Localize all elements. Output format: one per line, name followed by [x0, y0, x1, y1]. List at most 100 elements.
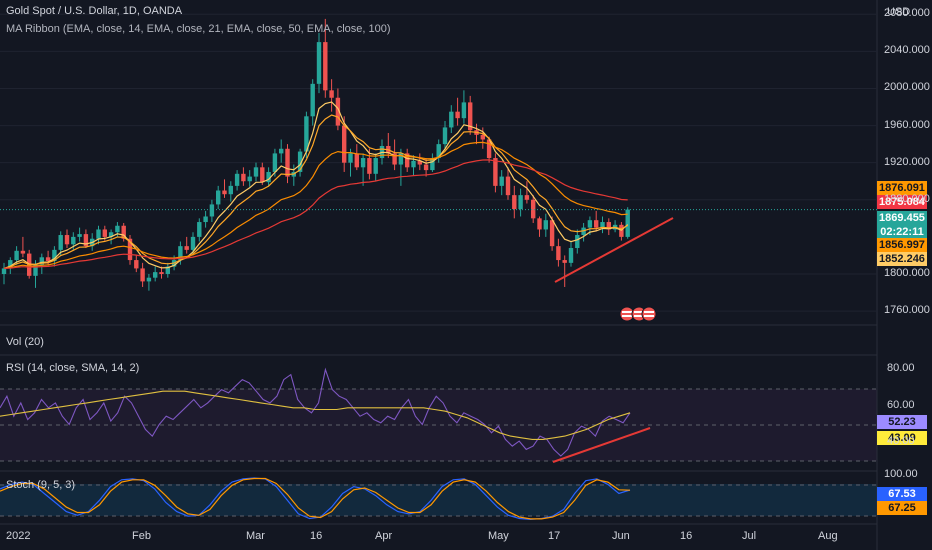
candle-body: [455, 111, 460, 119]
time-tick-label: 16: [680, 530, 693, 542]
candle-body: [360, 158, 366, 168]
ema-line: [3, 159, 628, 269]
candle-body: [228, 185, 233, 195]
candle-body: [304, 116, 309, 152]
candle-body: [619, 224, 624, 237]
us-flag-event-icon: [622, 311, 632, 313]
us-flag-event-icon: [622, 315, 632, 317]
indicator-legend: MA Ribbon (EMA, close, 14, EMA, close, 2…: [6, 23, 391, 35]
candle-body: [436, 144, 441, 159]
candle-body: [209, 204, 215, 217]
candle-body: [518, 195, 523, 210]
ema-line: [3, 141, 628, 269]
rsi-tick-label: 60.00: [887, 399, 915, 411]
rsi-tick-label: 40.00: [887, 435, 915, 447]
stoch-line: [0, 477, 631, 521]
candle-body: [33, 264, 38, 276]
time-tick-label: 2022: [6, 530, 31, 542]
rsi-pane-title: RSI (14, close, SMA, 14, 2): [6, 362, 140, 374]
candle-body: [468, 102, 473, 131]
candle-body: [140, 268, 145, 282]
candle-body: [64, 235, 70, 245]
candle-body: [159, 272, 164, 274]
candle-body: [108, 232, 114, 237]
candle-body: [531, 199, 536, 219]
time-tick-label: Jul: [742, 530, 757, 542]
stk-value-badge: 67.53: [877, 487, 927, 501]
candle-body: [1, 268, 7, 274]
time-tick-label: Jun: [612, 530, 630, 542]
candle-body: [203, 216, 208, 223]
stoch-line: [0, 477, 631, 520]
candle-body: [430, 158, 435, 171]
candle-body: [480, 134, 485, 140]
candle-body: [373, 158, 378, 174]
time-tick-label: Aug: [818, 530, 838, 542]
time-tick-label: May: [488, 530, 509, 542]
candle-body: [625, 209, 630, 237]
candle-body: [127, 238, 133, 261]
candle-body: [537, 218, 542, 230]
candle-body: [367, 158, 372, 174]
support-trendline: [554, 217, 674, 283]
candle-body: [178, 246, 183, 261]
candle-body: [606, 222, 611, 230]
candle-body: [442, 127, 448, 145]
candle-body: [568, 248, 574, 263]
price-tick-label: 1920.000: [884, 155, 930, 168]
candle-body: [499, 176, 504, 186]
std-value-badge: 67.25: [877, 501, 927, 515]
candle-body: [77, 234, 82, 237]
candle-body: [253, 167, 259, 177]
candle-body: [102, 229, 107, 237]
candle-body: [165, 266, 170, 274]
candle-body: [417, 160, 422, 165]
price-value-badge: 1869.455: [877, 211, 927, 225]
candle-body: [247, 176, 252, 182]
candle-body: [348, 153, 353, 163]
candle-body: [266, 171, 271, 183]
candle-body: [449, 111, 454, 128]
candle-body: [134, 260, 139, 269]
candle-body: [486, 139, 492, 159]
candle-body: [405, 153, 410, 168]
candle-body: [524, 195, 530, 200]
candle-body: [549, 220, 555, 247]
candle-body: [316, 42, 322, 84]
candle-body: [594, 220, 599, 228]
candle-body: [423, 164, 429, 171]
candle-body: [398, 153, 404, 165]
candle-body: [153, 272, 158, 278]
candle-body: [562, 260, 567, 263]
candle-body: [493, 158, 498, 186]
rsi-value-badge: 52.23: [877, 415, 927, 429]
candle-body: [14, 250, 19, 261]
ema14-value-badge: 1852.246: [877, 252, 927, 266]
time-tick-label: Apr: [375, 530, 393, 542]
ema-line: [3, 101, 629, 269]
candle-body: [234, 173, 240, 186]
candle-body: [587, 220, 593, 228]
price-tick-label: 1880.000: [884, 192, 930, 205]
candle-body: [96, 229, 101, 239]
candle-body: [39, 257, 44, 265]
candle-body: [197, 222, 202, 237]
candle-body: [543, 220, 548, 230]
candle-body: [297, 151, 303, 172]
rsi-trendline: [552, 427, 651, 463]
candle-body: [146, 277, 152, 282]
candle-body: [45, 257, 51, 261]
candle-body: [272, 153, 278, 172]
rsi-line: [0, 367, 631, 457]
stoch-tick-label: 100.00: [884, 468, 918, 480]
candle-body: [279, 148, 284, 154]
price-tick-label: 2080.000: [884, 7, 930, 20]
candle-body: [335, 97, 341, 126]
candle-body: [461, 102, 467, 119]
ema21-value-badge: 1856.997: [877, 238, 927, 252]
candle-body: [71, 236, 76, 245]
time-tick-label: 16: [310, 530, 323, 542]
candle-body: [260, 167, 265, 183]
